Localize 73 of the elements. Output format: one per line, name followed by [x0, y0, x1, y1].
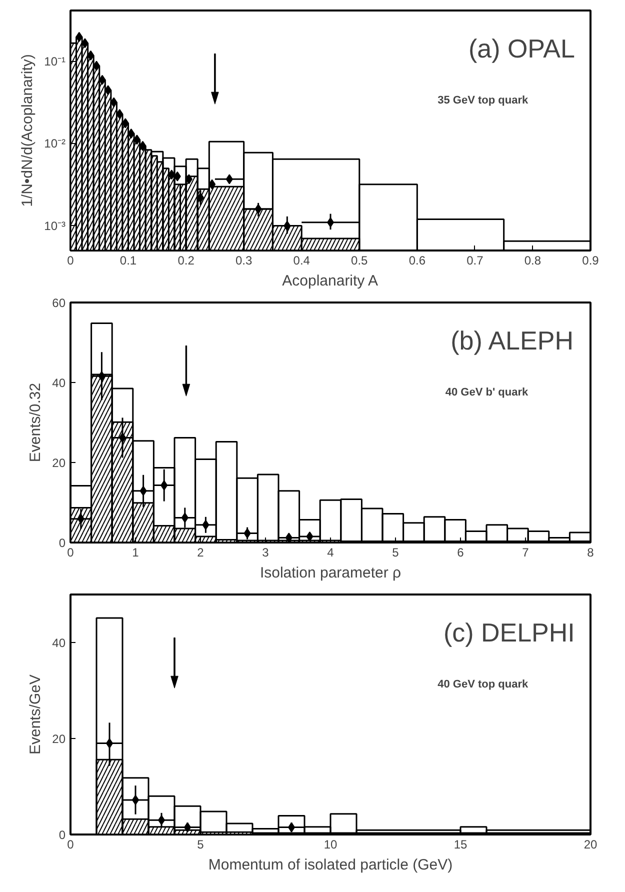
x-tick-label: 0.6	[408, 254, 426, 268]
point	[81, 38, 88, 48]
y-tick-label: 20	[52, 732, 66, 746]
x-tick-label: 0.9	[582, 254, 600, 268]
x-tick-label: 0.8	[524, 254, 542, 268]
point	[306, 532, 314, 542]
x-tick-label: 4	[327, 546, 334, 560]
point	[76, 32, 83, 42]
x-tick-label: 0.3	[235, 254, 252, 268]
x-axis-title: Isolation parameter ρ	[260, 564, 402, 582]
point	[174, 171, 181, 182]
annotation: 40 GeV top quark	[438, 678, 529, 690]
point	[285, 532, 292, 542]
annotation: (b) ALEPH	[450, 325, 574, 356]
y-tick-label: 10⁻¹	[44, 54, 66, 69]
x-tick-label: 1	[132, 546, 140, 560]
x-tick-label: 0	[67, 254, 74, 268]
x-tick-label: 20	[584, 838, 598, 852]
point	[160, 480, 168, 490]
x-tick-label: 0.5	[351, 254, 368, 268]
point	[98, 371, 106, 382]
x-tick-label: 5	[392, 546, 400, 560]
point	[98, 74, 106, 85]
y-tick-label: 40	[52, 636, 66, 650]
x-tick-label: 15	[454, 838, 468, 852]
point	[139, 140, 146, 151]
y-tick-label: 40	[52, 376, 66, 390]
x-tick-label: 7	[522, 546, 530, 560]
x-tick-label: 2	[197, 546, 204, 560]
y-tick-label: 10⁻²	[44, 136, 66, 151]
point	[284, 220, 291, 231]
x-tick-label: 6	[457, 546, 464, 560]
x-tick-label: 0.2	[178, 254, 195, 268]
point	[185, 174, 192, 184]
x-tick-label: 0	[67, 546, 74, 560]
y-tick-label: 0	[58, 536, 66, 550]
point	[133, 134, 140, 145]
point	[110, 97, 118, 108]
x-tick-label: 8	[587, 546, 594, 560]
point	[168, 170, 176, 180]
x-tick-label: 0.4	[293, 254, 310, 268]
y-axis-title: Events/0.32	[27, 382, 44, 462]
y-tick-label: 20	[52, 456, 66, 470]
point	[202, 520, 210, 530]
x-tick-label: 0.1	[120, 254, 137, 268]
x-tick-label: 10	[324, 838, 338, 852]
annotation: 40 GeV b' quark	[445, 386, 529, 398]
x-tick-label: 0	[67, 838, 74, 852]
point	[122, 118, 129, 128]
point	[208, 179, 216, 190]
point	[244, 528, 251, 538]
point	[116, 109, 124, 120]
x-tick-label: 0.7	[466, 254, 484, 268]
y-axis-title: Events/GeV	[27, 674, 44, 755]
annotation: (a) OPAL	[468, 33, 575, 64]
point	[140, 486, 147, 496]
point	[181, 512, 188, 523]
x-axis-title: Acoplanarity A	[282, 272, 378, 290]
point	[128, 128, 135, 139]
y-axis-title: 1/N•dN/d(Acoplanarity)	[19, 54, 36, 207]
annotation: (c) DELPHI	[443, 617, 575, 648]
point	[104, 85, 112, 96]
x-tick-label: 5	[197, 838, 204, 852]
point	[87, 50, 94, 60]
x-tick-label: 3	[262, 546, 270, 560]
y-tick-label: 60	[52, 296, 66, 310]
annotation: 35 GeV top quark	[438, 94, 529, 106]
x-axis-title: Momentum of isolated particle (GeV)	[208, 856, 453, 874]
point	[226, 174, 233, 184]
point	[77, 514, 84, 524]
point	[254, 204, 262, 214]
y-tick-label: 10⁻³	[44, 218, 66, 233]
y-tick-label: 0	[58, 828, 66, 842]
